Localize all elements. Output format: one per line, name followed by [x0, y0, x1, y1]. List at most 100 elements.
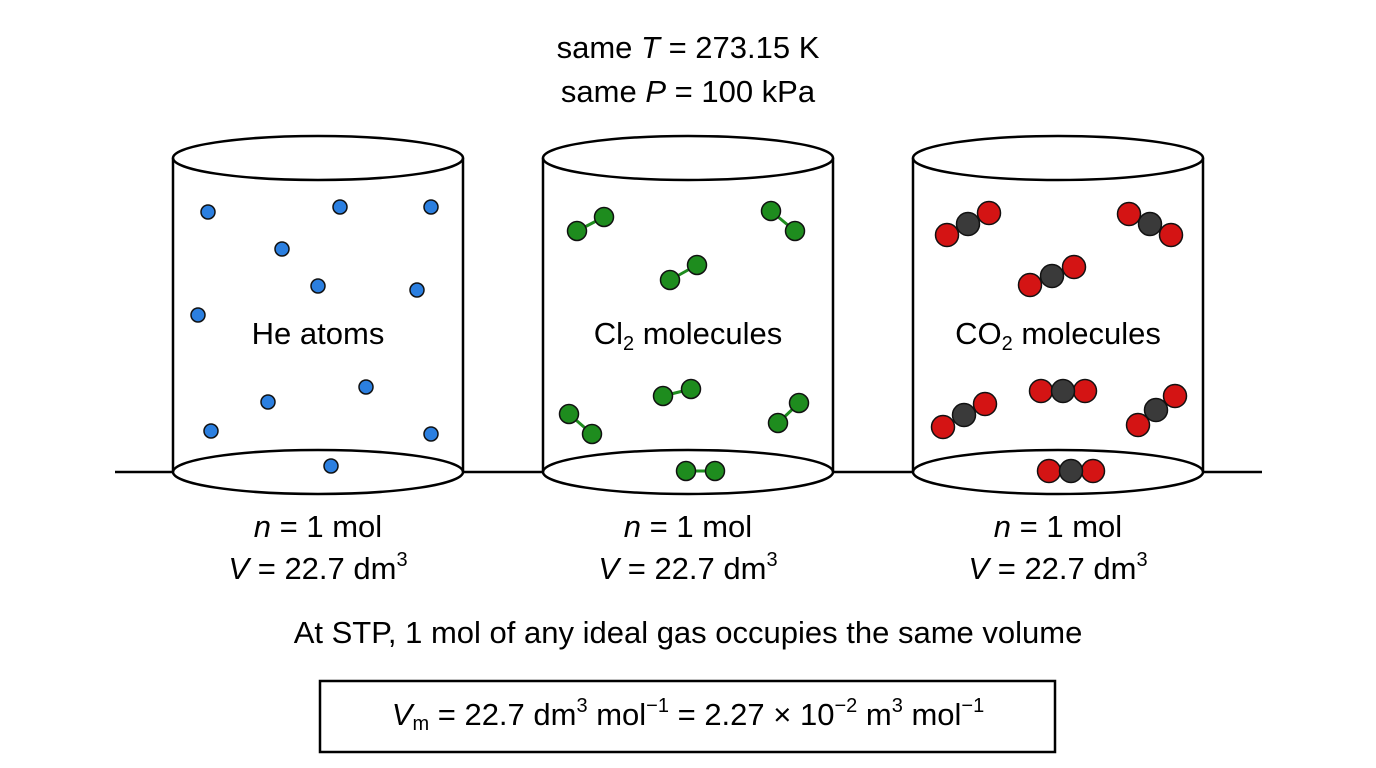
formula-part: m — [857, 697, 891, 732]
volume-superscript: 3 — [766, 549, 777, 571]
helium-atom — [203, 423, 219, 439]
amount-line: n = 1 mol — [254, 509, 382, 544]
amount-value: = 1 mol — [271, 509, 382, 544]
chlorine-atom — [784, 220, 806, 242]
amount-line: n = 1 mol — [624, 509, 752, 544]
helium-atom — [409, 282, 425, 298]
formula-superscript: −1 — [961, 695, 984, 717]
formula: Vm = 22.7 dm3 mol−1 = 2.27 × 10−2 m3 mol… — [392, 695, 984, 735]
chlorine-atom — [767, 412, 789, 434]
volume-symbol: V — [228, 551, 252, 586]
volume-symbol: V — [968, 551, 992, 586]
oxygen-atom — [972, 391, 998, 417]
helium-atom — [358, 379, 374, 395]
oxygen-atom — [1017, 272, 1043, 298]
formula-superscript: −2 — [834, 695, 857, 717]
oxygen-atom — [930, 414, 956, 440]
oxygen-atom — [1080, 458, 1106, 484]
formula-box — [318, 679, 1057, 754]
chlorine-atom — [581, 423, 603, 445]
oxygen-atom — [1125, 412, 1151, 438]
formula-superscript: 3 — [892, 695, 903, 717]
carbon-atom — [1137, 211, 1163, 237]
formula-superscript: −1 — [646, 695, 669, 717]
formula-part: mol — [903, 697, 962, 732]
carbon-atom — [951, 402, 977, 428]
chlorine-atom — [652, 385, 674, 407]
chlorine-atom — [566, 220, 588, 242]
helium-atom — [323, 458, 339, 474]
container-label: He atoms — [252, 316, 385, 351]
container-top — [541, 134, 835, 182]
oxygen-atom — [1061, 254, 1087, 280]
helium-atom — [332, 199, 348, 215]
volume-line: V = 22.7 dm3 — [968, 549, 1147, 586]
chlorine-atom — [659, 269, 681, 291]
oxygen-atom — [1116, 201, 1142, 227]
formula-subscript: m — [412, 713, 429, 735]
formula-part: = 22.7 dm — [429, 697, 576, 732]
label-text: molecules — [634, 316, 782, 351]
chlorine-atom — [593, 206, 615, 228]
chlorine-atom — [760, 200, 782, 222]
label-subscript: 2 — [1002, 333, 1013, 355]
container-bottom — [171, 448, 465, 496]
formula-part: V — [392, 697, 416, 732]
helium-atom — [190, 307, 206, 323]
helium-atom — [274, 241, 290, 257]
volume-value: = 22.7 dm — [989, 551, 1136, 586]
helium-atom — [310, 278, 326, 294]
volume-line: V = 22.7 dm3 — [228, 549, 407, 586]
volume-line: V = 22.7 dm3 — [598, 549, 777, 586]
label-text: CO — [955, 316, 1002, 351]
helium-atom — [423, 199, 439, 215]
carbon-atom — [1058, 458, 1084, 484]
carbon-atom — [955, 211, 981, 237]
oxygen-atom — [1162, 383, 1188, 409]
condition-symbol: P — [645, 74, 666, 109]
carbon-atom — [1039, 263, 1065, 289]
container-top — [171, 134, 465, 182]
oxygen-atom — [1028, 378, 1054, 404]
amount-symbol: n — [254, 509, 271, 544]
helium-atom — [260, 394, 276, 410]
chlorine-atom — [675, 460, 697, 482]
carbon-atom — [1143, 397, 1169, 423]
label-subscript: 2 — [623, 333, 634, 355]
oxygen-atom — [1072, 378, 1098, 404]
amount-symbol: n — [994, 509, 1011, 544]
oxygen-atom — [1158, 222, 1184, 248]
volume-value: = 22.7 dm — [249, 551, 396, 586]
volume-superscript: 3 — [1136, 549, 1147, 571]
condition-value: = 100 kPa — [666, 74, 816, 109]
condition-label: same — [557, 30, 633, 65]
condition-temperature: same T = 273.15 K — [557, 30, 820, 65]
container-top — [911, 134, 1205, 182]
chlorine-atom — [686, 254, 708, 276]
particles — [190, 199, 1188, 484]
condition-pressure: same P = 100 kPa — [561, 74, 816, 109]
condition-symbol: T — [641, 30, 662, 65]
chlorine-atom — [704, 460, 726, 482]
formula-part: mol — [588, 697, 647, 732]
formula-superscript: 3 — [576, 695, 587, 717]
formula-part: = 2.27 × 10 — [669, 697, 834, 732]
amount-value: = 1 mol — [641, 509, 752, 544]
volume-value: = 22.7 dm — [619, 551, 766, 586]
containers — [171, 134, 1205, 496]
amount-value: = 1 mol — [1011, 509, 1122, 544]
container-label: Cl2 molecules — [594, 316, 783, 355]
helium-atom — [200, 204, 216, 220]
label-text: molecules — [1013, 316, 1161, 351]
chlorine-atom — [558, 403, 580, 425]
oxygen-atom — [934, 222, 960, 248]
label-text: Cl — [594, 316, 623, 351]
oxygen-atom — [1036, 458, 1062, 484]
amount-symbol: n — [624, 509, 641, 544]
condition-label: same — [561, 74, 637, 109]
volume-superscript: 3 — [396, 549, 407, 571]
carbon-atom — [1050, 378, 1076, 404]
